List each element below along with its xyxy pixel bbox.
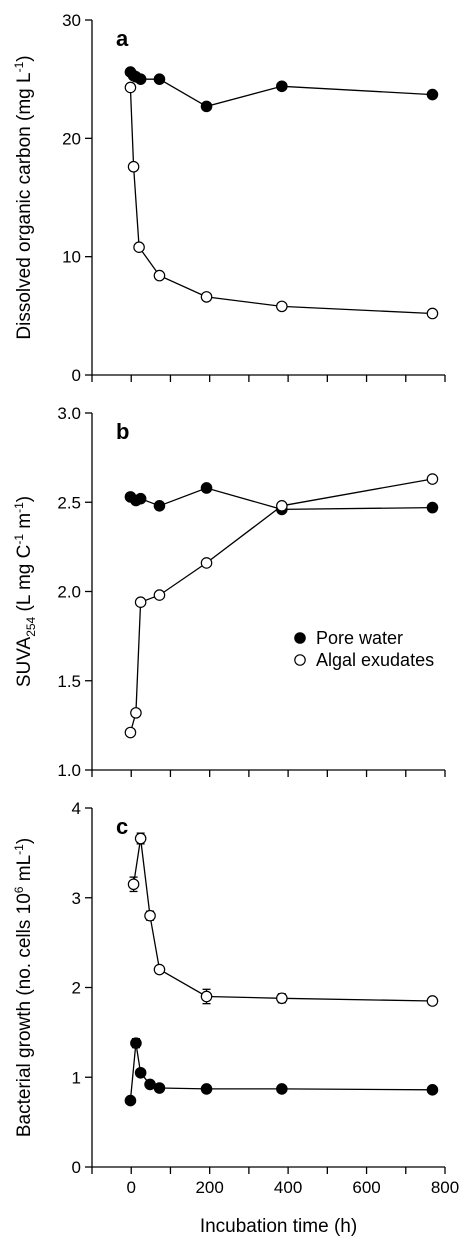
data-point bbox=[124, 1094, 137, 1107]
y-tick-label: 2 bbox=[72, 979, 81, 998]
data-point bbox=[276, 1083, 288, 1095]
data-point bbox=[276, 80, 288, 93]
data-point bbox=[276, 992, 288, 1005]
y-axis-title: Dissolved organic carbon (mg L-1) bbox=[12, 55, 35, 339]
x-axis-title: Incubation time (h) bbox=[200, 1216, 357, 1237]
y-tick-label: 3 bbox=[72, 889, 81, 908]
data-point bbox=[200, 100, 213, 113]
series-line bbox=[132, 838, 433, 1002]
y-tick-label: 2.0 bbox=[57, 583, 81, 602]
data-point bbox=[426, 1084, 439, 1096]
y-tick-label: 0 bbox=[72, 366, 81, 385]
data-point bbox=[124, 81, 137, 94]
data-point bbox=[134, 596, 147, 609]
data-point bbox=[127, 160, 140, 173]
data-point bbox=[200, 990, 213, 1003]
series-line bbox=[129, 87, 433, 315]
series-pore-water bbox=[124, 66, 439, 113]
legend-marker bbox=[294, 632, 306, 644]
y-tick-label: 20 bbox=[62, 129, 81, 148]
data-point bbox=[127, 878, 140, 891]
legend-marker bbox=[294, 654, 306, 666]
data-point bbox=[153, 1082, 166, 1094]
data-point bbox=[153, 963, 166, 976]
panel-label: b bbox=[116, 419, 129, 444]
x-tick-label: 0 bbox=[126, 1178, 135, 1197]
data-point bbox=[200, 482, 213, 494]
y-tick-label: 2.5 bbox=[57, 493, 81, 512]
data-point bbox=[426, 88, 439, 101]
data-point bbox=[130, 1037, 142, 1049]
panel-label: a bbox=[116, 26, 129, 51]
y-tick-label: 1.5 bbox=[57, 672, 81, 691]
data-point bbox=[426, 995, 439, 1007]
x-tick-label: 600 bbox=[352, 1178, 380, 1197]
y-tick-label: 1.0 bbox=[57, 761, 81, 780]
data-point bbox=[426, 307, 439, 320]
x-tick-label: 800 bbox=[431, 1178, 459, 1197]
data-point bbox=[134, 73, 147, 85]
data-point bbox=[200, 291, 213, 303]
series-pore-water bbox=[124, 1037, 439, 1107]
y-tick-label: 0 bbox=[72, 1158, 81, 1177]
data-point bbox=[153, 500, 166, 512]
legend-label: Algal exudates bbox=[316, 650, 434, 670]
data-point bbox=[153, 73, 166, 85]
data-point bbox=[153, 589, 166, 601]
x-tick-label: 400 bbox=[274, 1178, 302, 1197]
y-tick-label: 4 bbox=[72, 799, 81, 818]
y-tick-label: 10 bbox=[62, 248, 81, 267]
data-point bbox=[426, 473, 439, 485]
y-axis-title: SUVA254 (L mg C-1 m-1) bbox=[12, 496, 38, 687]
series-algal-exudates bbox=[124, 473, 439, 739]
y-axis-title: Bacterial growth (no. cells 106 mL-1) bbox=[12, 838, 35, 1137]
legend-label: Pore water bbox=[316, 628, 403, 648]
data-point bbox=[130, 707, 142, 719]
y-tick-label: 3.0 bbox=[57, 404, 81, 423]
data-point bbox=[276, 300, 288, 313]
series-algal-exudates bbox=[124, 81, 439, 320]
data-point bbox=[200, 1083, 213, 1095]
data-point bbox=[144, 909, 156, 922]
data-point bbox=[134, 492, 147, 505]
data-point bbox=[200, 557, 213, 569]
panel-b: 1.0 1.5 2.0 2.5 3.0 b SUVA254 (L mg C-1 m-1) Po… bbox=[12, 404, 446, 780]
panel-c: 0 1 2 3 4 0 200 400 600 800 c Bacterial growth (no.… bbox=[12, 799, 459, 1237]
series-algal-exudates bbox=[127, 832, 439, 1007]
data-point bbox=[124, 726, 137, 739]
data-point bbox=[153, 269, 166, 282]
data-point bbox=[133, 241, 145, 253]
panel-a: 0 10 20 30 a Dissolved organic carbon (mg L-1… bbox=[12, 11, 446, 385]
data-point bbox=[426, 501, 439, 514]
data-point bbox=[276, 500, 288, 512]
data-point bbox=[134, 1066, 147, 1079]
series-line bbox=[129, 478, 433, 733]
x-tick-label: 200 bbox=[195, 1178, 223, 1197]
y-tick-label: 1 bbox=[72, 1068, 81, 1087]
data-point bbox=[134, 832, 147, 845]
y-tick-label: 30 bbox=[62, 11, 81, 30]
panel-label: c bbox=[116, 814, 128, 839]
